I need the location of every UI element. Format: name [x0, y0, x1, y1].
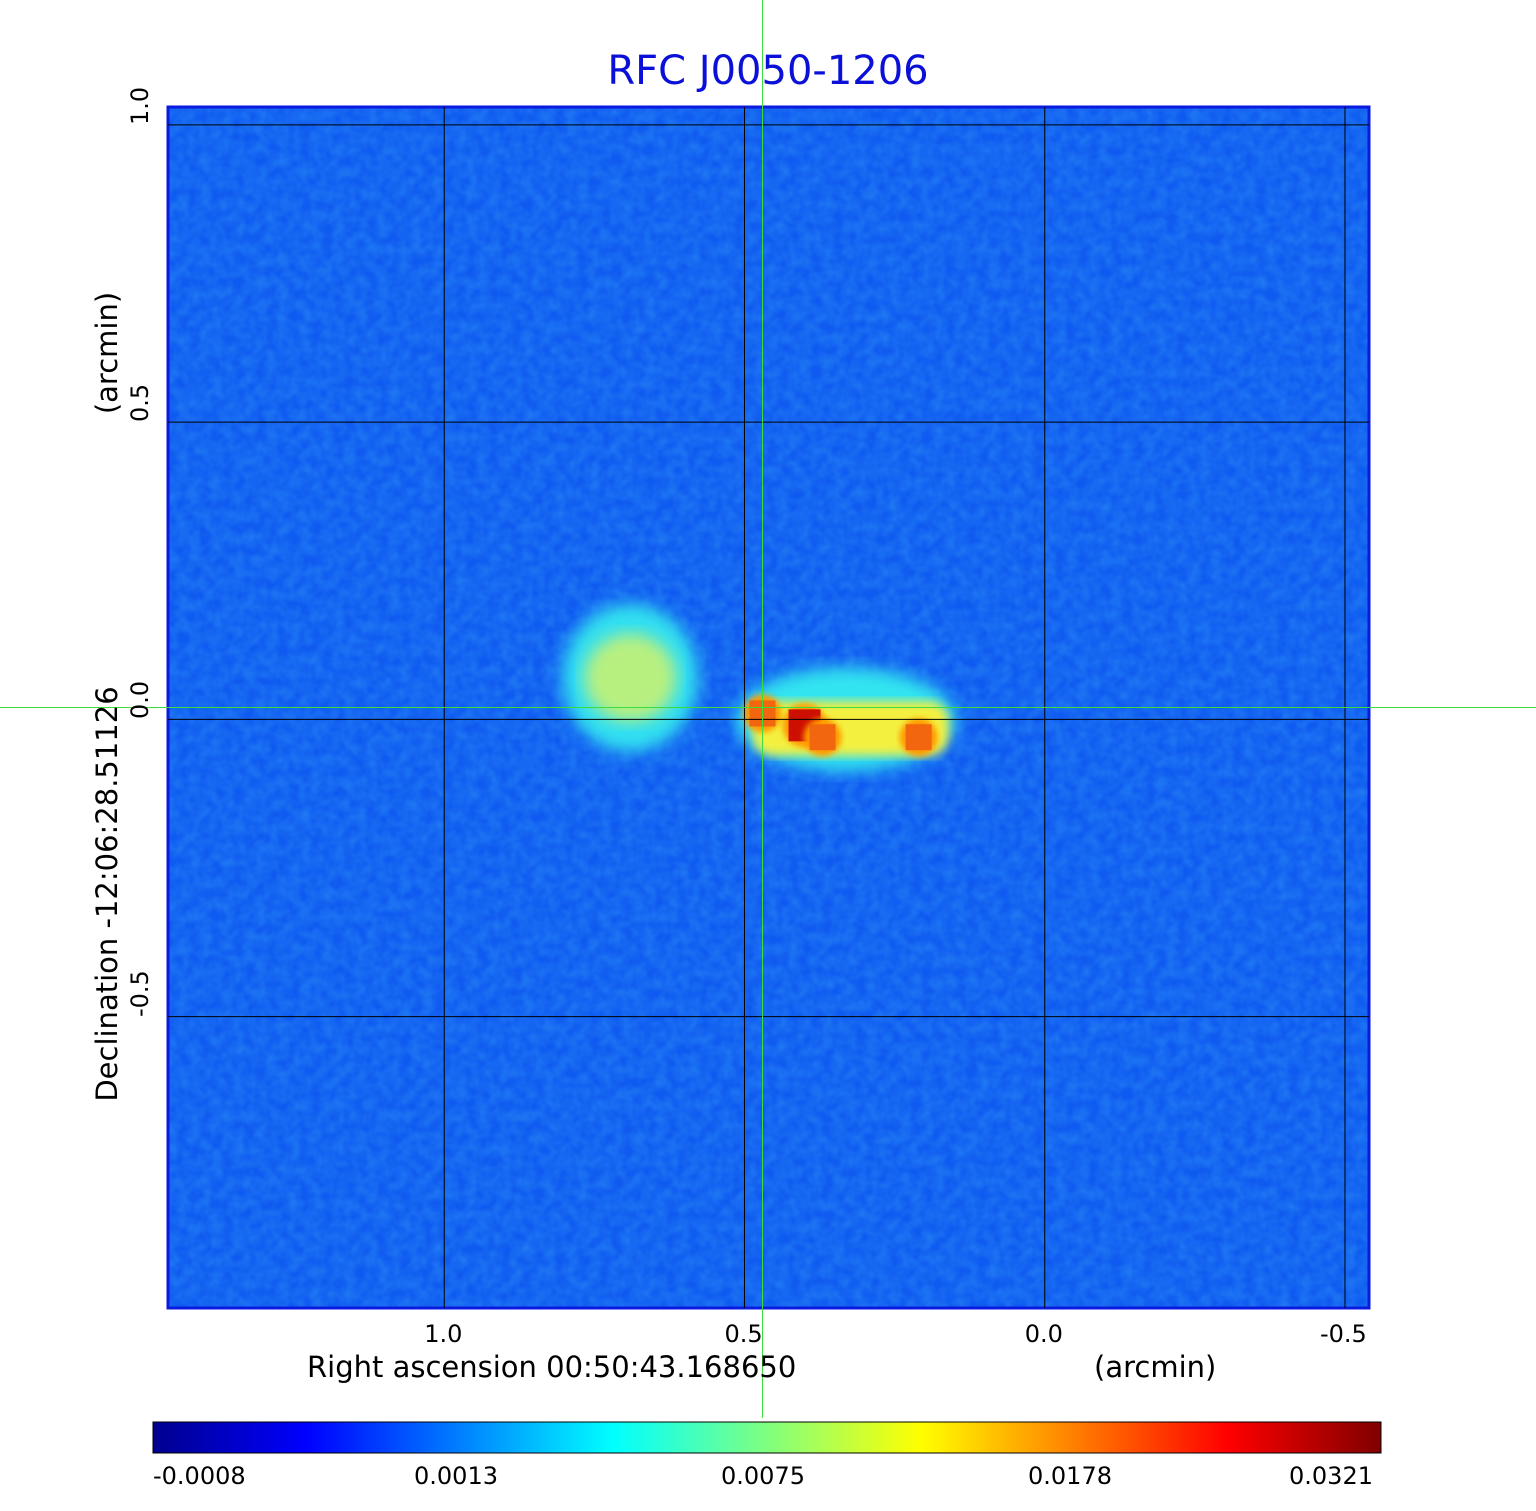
y-tick-label: 0.5	[126, 383, 154, 423]
y-tick-label: 1.0	[126, 86, 154, 125]
colorbar-tick-label: 0.0075	[721, 1462, 805, 1490]
source-knot-4	[905, 724, 932, 751]
x-axis-label: Right ascension 00:50:43.168650	[307, 1350, 797, 1384]
colorbar-tick-label: 0.0178	[1028, 1462, 1112, 1490]
y-axis-unit: (arcmin)	[90, 291, 124, 415]
x-tick-label: 1.0	[424, 1320, 463, 1348]
crosshair	[0, 0, 1536, 1418]
x-tick-label: -0.5	[1319, 1320, 1367, 1348]
y-tick-label: -0.5	[126, 969, 154, 1017]
y-axis-label: Declination -12:06:28.51126	[90, 686, 124, 1102]
x-axis-unit: (arcmin)	[1094, 1350, 1217, 1384]
y-tick-label: 0.0	[126, 681, 154, 720]
colorbar-tick-label: -0.0008	[153, 1462, 246, 1490]
colorbar	[152, 1421, 1382, 1454]
colorbar-tick-label: 0.0321	[1289, 1462, 1373, 1490]
colorbar-tick-label: 0.0013	[414, 1462, 498, 1490]
source-diffuse-core	[584, 633, 677, 722]
x-tick-label: 0.5	[724, 1320, 763, 1348]
x-tick-label: 0.0	[1024, 1320, 1063, 1348]
chart-title: RFC J0050-1206	[607, 48, 929, 94]
source-knot-3	[809, 724, 836, 751]
